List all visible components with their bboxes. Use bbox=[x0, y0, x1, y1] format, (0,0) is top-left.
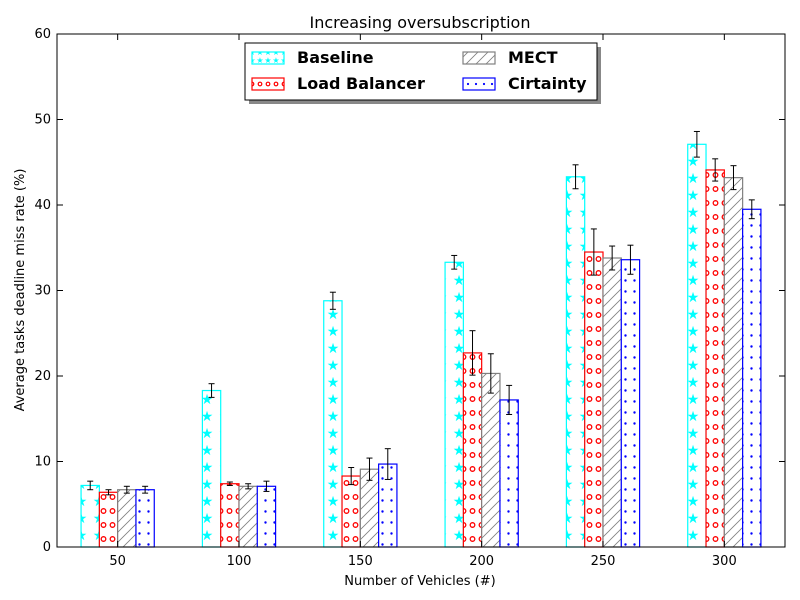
bar-mect-300 bbox=[723, 177, 744, 548]
error-bar-load-balancer-300 bbox=[712, 158, 719, 182]
error-bar-cirtainty-100 bbox=[263, 480, 270, 492]
bar-cirtainty-50 bbox=[135, 489, 155, 548]
bar-baseline-200 bbox=[444, 261, 464, 548]
x-axis-label: Number of Vehicles (#) bbox=[344, 574, 495, 589]
axes: 0 10 20 30 40 50 60 50 100 150 200 250 300 bbox=[34, 27, 786, 569]
bar-mect-250 bbox=[602, 257, 622, 548]
legend-entry-mect: MECT bbox=[462, 48, 558, 67]
bar-cirtainty-200 bbox=[499, 399, 519, 548]
plot-area bbox=[80, 130, 762, 548]
error-bar-mect-300 bbox=[730, 165, 737, 191]
x-tick-label: 300 bbox=[712, 554, 737, 569]
y-tick-label: 60 bbox=[34, 27, 51, 42]
bar-cirtainty-250 bbox=[620, 259, 641, 548]
legend-swatch bbox=[251, 77, 285, 91]
bar-mect-100 bbox=[238, 485, 258, 548]
error-bar-cirtainty-250 bbox=[627, 244, 634, 275]
error-bar-baseline-150 bbox=[329, 291, 336, 310]
bar-baseline-250 bbox=[565, 176, 586, 548]
legend-label: MECT bbox=[508, 48, 558, 67]
error-bar-load-balancer-250 bbox=[590, 228, 597, 276]
bar-load-balancer-300 bbox=[705, 169, 725, 548]
y-tick-label: 30 bbox=[34, 284, 51, 299]
legend-swatch bbox=[251, 51, 285, 65]
y-tick-label: 0 bbox=[43, 540, 51, 555]
error-bar-load-balancer-200 bbox=[469, 330, 476, 376]
bar-mect-200 bbox=[481, 372, 501, 548]
bar-load-balancer-100 bbox=[220, 483, 240, 548]
x-tick-label: 50 bbox=[109, 554, 126, 569]
error-bar-mect-50 bbox=[123, 485, 130, 494]
y-tick-label: 20 bbox=[34, 369, 51, 384]
error-bar-mect-100 bbox=[245, 483, 252, 490]
legend-swatch bbox=[462, 77, 496, 91]
legend-entry-load-balancer: Load Balancer bbox=[251, 74, 425, 93]
error-bar-baseline-100 bbox=[208, 383, 215, 398]
error-bar-load-balancer-150 bbox=[348, 466, 355, 486]
legend-label: Load Balancer bbox=[297, 74, 425, 93]
error-bar-cirtainty-150 bbox=[384, 448, 391, 480]
y-tick-label: 50 bbox=[34, 113, 51, 128]
legend: Baseline Load Balancer MECT Cirtainty bbox=[244, 42, 601, 104]
error-bar-load-balancer-50 bbox=[105, 489, 112, 496]
x-tick-label: 100 bbox=[227, 554, 252, 569]
legend-swatch bbox=[462, 51, 496, 65]
error-bar-baseline-200 bbox=[451, 254, 458, 270]
legend-label: Cirtainty bbox=[508, 74, 587, 93]
legend-entry-cirtainty: Cirtainty bbox=[462, 74, 587, 93]
legend-entry-baseline: Baseline bbox=[251, 48, 374, 67]
bar-cirtainty-300 bbox=[742, 208, 762, 548]
error-bar-baseline-300 bbox=[693, 130, 700, 158]
chart-title: Increasing oversubscription bbox=[310, 13, 531, 32]
error-bar-baseline-250 bbox=[572, 164, 579, 190]
x-tick-label: 150 bbox=[348, 554, 373, 569]
error-bar-mect-250 bbox=[609, 245, 616, 271]
legend-box bbox=[244, 42, 598, 101]
bar-load-balancer-250 bbox=[584, 251, 604, 548]
error-bar-baseline-50 bbox=[87, 480, 94, 491]
error-bar-mect-200 bbox=[487, 353, 494, 394]
bar-load-balancer-200 bbox=[462, 352, 483, 548]
bar-baseline-150 bbox=[323, 300, 343, 548]
bar-load-balancer-50 bbox=[98, 491, 119, 548]
bar-mect-50 bbox=[117, 489, 137, 548]
plot-frame bbox=[56, 33, 786, 548]
error-bar-cirtainty-50 bbox=[142, 485, 149, 494]
error-bar-cirtainty-300 bbox=[748, 199, 755, 220]
bar-mect-150 bbox=[359, 468, 380, 548]
bar-cirtainty-100 bbox=[256, 485, 277, 548]
error-bar-cirtainty-200 bbox=[506, 384, 513, 415]
x-tick-label: 200 bbox=[469, 554, 494, 569]
error-bar-mect-150 bbox=[366, 457, 373, 481]
legend-label: Baseline bbox=[297, 48, 374, 67]
bar-baseline-300 bbox=[687, 143, 707, 548]
y-tick-label: 10 bbox=[34, 455, 51, 470]
bar-baseline-100 bbox=[201, 389, 222, 548]
error-bar-load-balancer-100 bbox=[226, 481, 233, 486]
y-tick-label: 40 bbox=[34, 198, 51, 213]
bar-baseline-50 bbox=[80, 484, 100, 548]
bar-load-balancer-150 bbox=[341, 475, 361, 548]
y-axis-label: Average tasks deadline miss rate (%) bbox=[13, 169, 28, 412]
x-tick-label: 250 bbox=[591, 554, 616, 569]
